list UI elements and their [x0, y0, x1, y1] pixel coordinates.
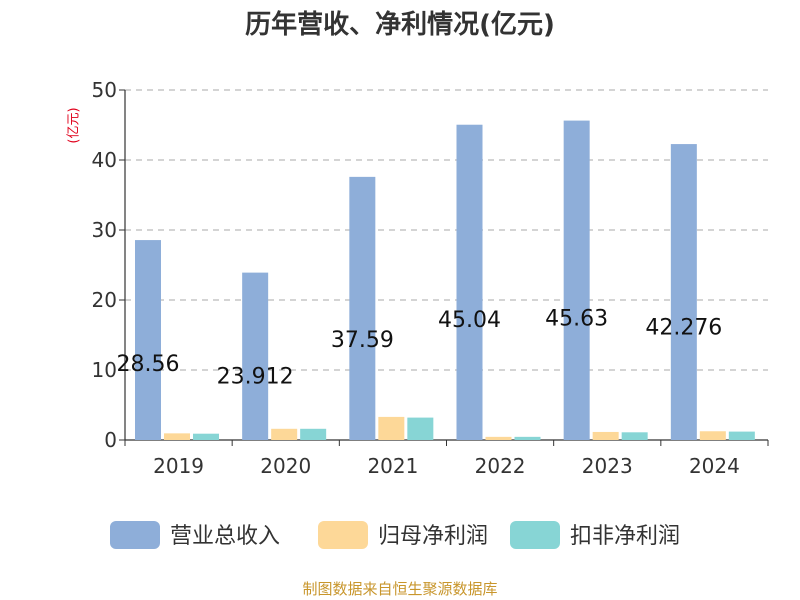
bar-2021-series-2: [378, 416, 405, 440]
bar-2022-series-1: [456, 124, 483, 440]
bar-2021-series-3: [407, 417, 434, 440]
bar-2020-series-2: [271, 428, 298, 440]
chart-title: 历年营收、净利情况(亿元): [245, 10, 555, 40]
bar-2019-series-1: [135, 240, 161, 440]
legend-swatch-1: [110, 521, 160, 549]
x-tick-label: 2021: [367, 454, 418, 478]
y-tick-label: 0: [104, 428, 117, 452]
bar-2020-series-3: [300, 428, 327, 440]
y-tick-label: 30: [92, 218, 117, 242]
y-tick-label: 40: [92, 148, 117, 172]
legend-label-2: 归母净利润: [378, 524, 488, 549]
bar-2021-series-1: [349, 176, 376, 440]
data-source-note: 制图数据来自恒生聚源数据库: [302, 580, 498, 598]
bar-2019-series-3: [193, 433, 219, 440]
data-label-2021: 37.59: [331, 328, 394, 353]
legend-swatch-2: [318, 521, 368, 549]
legend-swatch-3: [510, 521, 560, 549]
y-tick-label: 20: [92, 288, 117, 312]
bar-2024-series-1: [670, 144, 697, 440]
bar-2022-series-3: [514, 436, 541, 440]
bar-2023-series-1: [563, 120, 590, 440]
data-label-2024: 42.276: [645, 316, 722, 341]
bar-2023-series-2: [592, 431, 619, 440]
data-label-2019: 28.56: [117, 352, 180, 377]
x-tick-label: 2019: [153, 454, 204, 478]
bar-2023-series-3: [621, 432, 648, 440]
legend-label-3: 扣非净利润: [570, 524, 680, 549]
data-label-2022: 45.04: [438, 308, 501, 333]
data-label-2020: 23.912: [217, 364, 294, 389]
x-tick-label: 2022: [475, 454, 526, 478]
bar-2024-series-3: [728, 431, 755, 440]
bar-2022-series-2: [485, 436, 512, 440]
data-label-2023: 45.63: [545, 307, 608, 332]
bar-2019-series-2: [164, 433, 190, 440]
x-tick-label: 2020: [260, 454, 311, 478]
bar-2020-series-1: [242, 272, 269, 440]
y-tick-label: 50: [92, 78, 117, 102]
y-tick-label: 10: [92, 358, 117, 382]
legend-label-1: 营业总收入: [170, 524, 280, 549]
x-tick-label: 2023: [582, 454, 633, 478]
x-tick-label: 2024: [689, 454, 740, 478]
bar-2024-series-2: [699, 431, 726, 440]
